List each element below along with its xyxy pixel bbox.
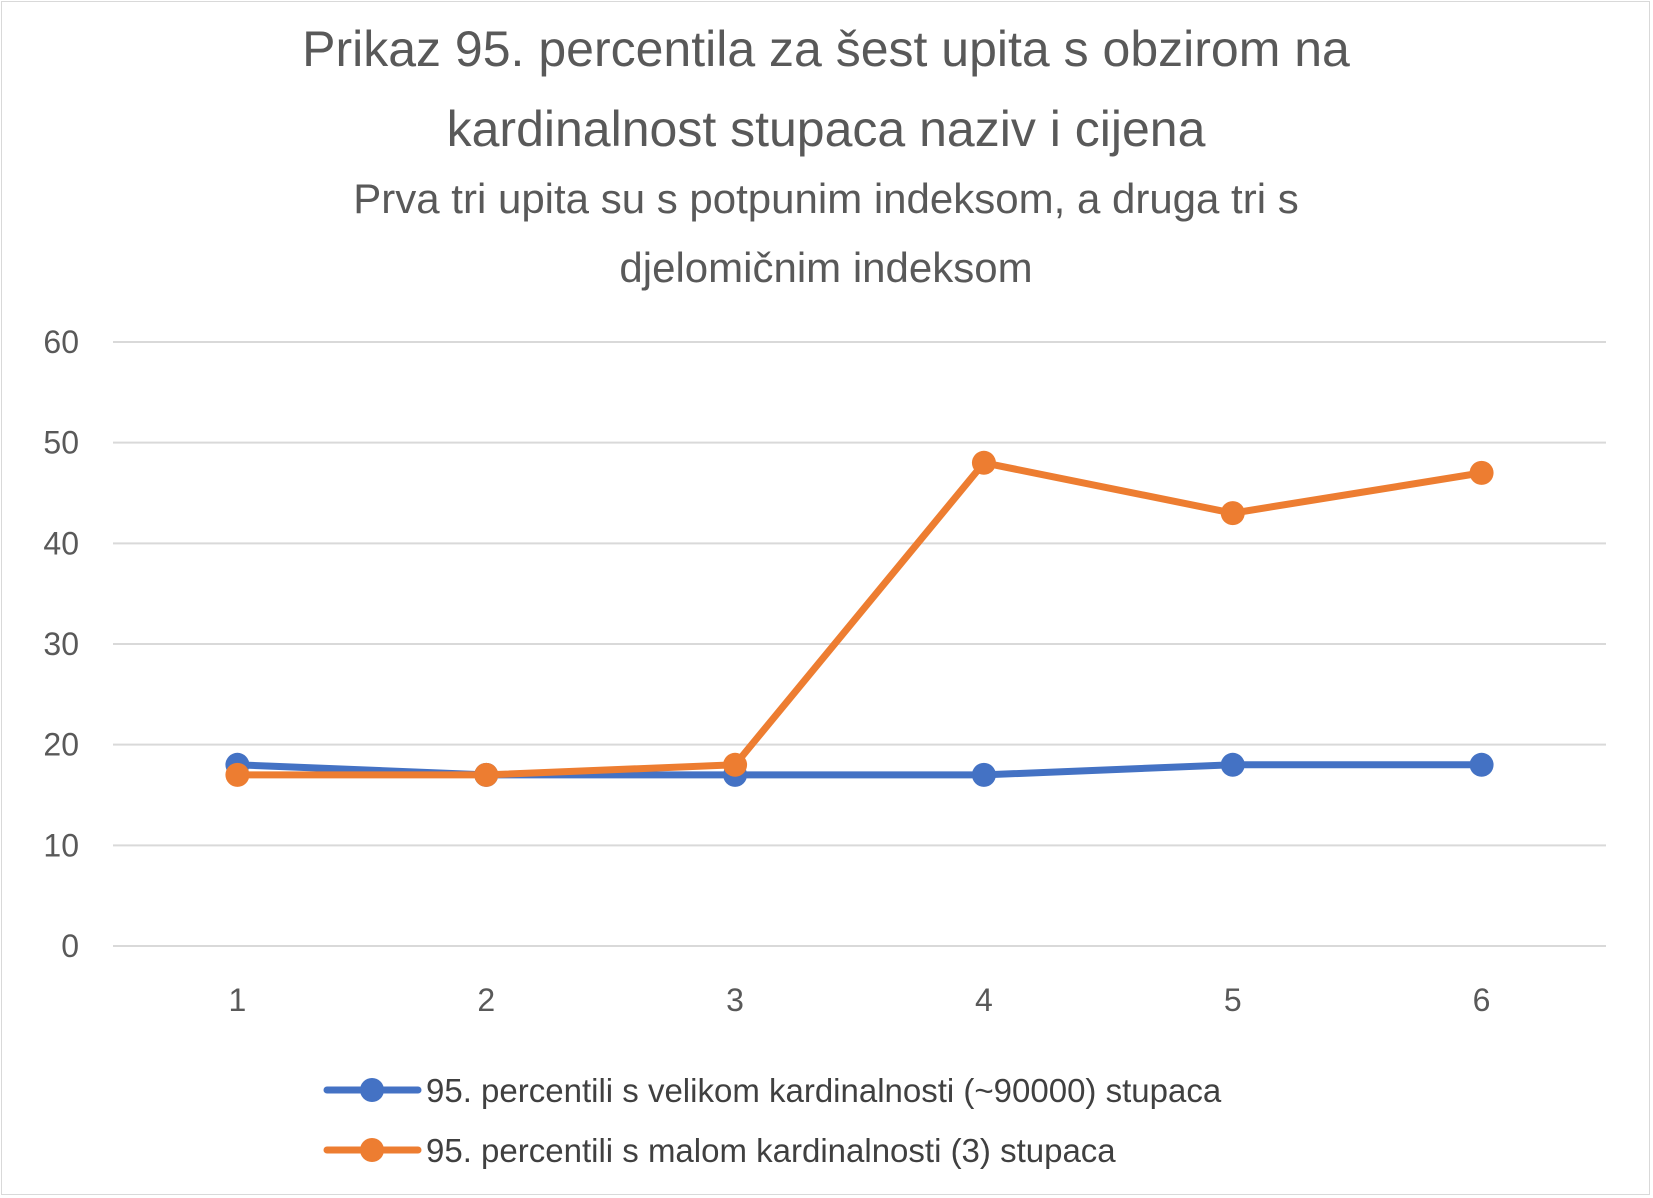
chart-subtitle-line-1: Prva tri upita su s potpunim indeksom, a… (353, 175, 1298, 222)
series-1 (225, 752, 1494, 787)
data-point (971, 450, 996, 475)
legend-item-1: 95. percentili s velikom kardinalnosti (… (323, 1072, 1222, 1109)
y-tick-label: 20 (43, 727, 79, 763)
data-point (1220, 752, 1245, 777)
y-axis-ticks: 0 10 20 30 40 50 60 (43, 324, 79, 964)
data-point (1469, 752, 1494, 777)
legend: 95. percentili s velikom kardinalnosti (… (323, 1072, 1222, 1169)
data-point (723, 752, 748, 777)
x-tick-label: 1 (229, 982, 247, 1018)
data-point (1469, 460, 1494, 485)
series-2 (225, 450, 1494, 787)
chart-titles: Prikaz 95. percentila za šest upita s ob… (302, 21, 1350, 291)
chart-title-line-2: kardinalnost stupaca naziv i cijena (447, 101, 1206, 157)
x-axis-ticks: 1 2 3 4 5 6 (229, 982, 1491, 1018)
x-tick-label: 3 (726, 982, 744, 1018)
x-tick-label: 6 (1473, 982, 1491, 1018)
series-layer (225, 450, 1494, 787)
y-tick-label: 0 (61, 928, 79, 964)
chart-subtitle-line-2: djelomičnim indeksom (619, 244, 1032, 291)
chart-title-line-1: Prikaz 95. percentila za šest upita s ob… (302, 21, 1350, 77)
data-point (474, 762, 499, 787)
y-tick-label: 10 (43, 827, 79, 863)
gridlines (113, 341, 1606, 947)
y-tick-label: 40 (43, 525, 79, 561)
legend-swatch-marker (360, 1138, 384, 1162)
data-point (225, 762, 250, 787)
x-tick-label: 2 (477, 982, 495, 1018)
legend-label: 95. percentili s velikom kardinalnosti (… (426, 1072, 1222, 1109)
legend-swatch-marker (360, 1078, 384, 1102)
x-tick-label: 4 (975, 982, 993, 1018)
legend-label: 95. percentili s malom kardinalnosti (3)… (426, 1132, 1116, 1169)
legend-item-2: 95. percentili s malom kardinalnosti (3)… (323, 1132, 1116, 1169)
y-tick-label: 50 (43, 425, 79, 461)
y-tick-label: 30 (43, 626, 79, 662)
data-point (1220, 501, 1245, 526)
x-tick-label: 5 (1224, 982, 1242, 1018)
series-line (233, 459, 1486, 779)
y-tick-label: 60 (43, 324, 79, 360)
data-point (971, 762, 996, 787)
